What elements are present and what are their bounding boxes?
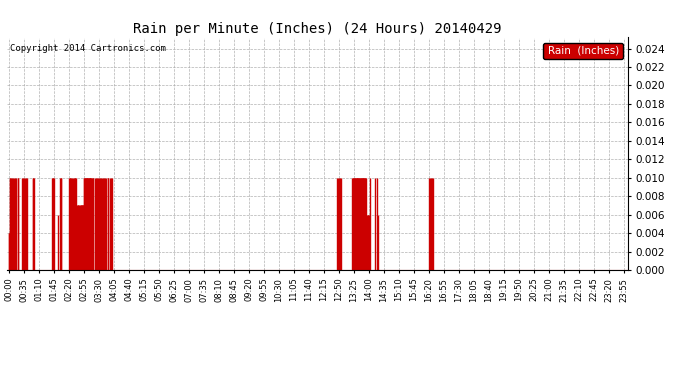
Text: Copyright 2014 Cartronics.com: Copyright 2014 Cartronics.com [10,45,166,54]
Title: Rain per Minute (Inches) (24 Hours) 20140429: Rain per Minute (Inches) (24 Hours) 2014… [133,22,502,36]
Legend: Rain  (Inches): Rain (Inches) [543,43,622,59]
